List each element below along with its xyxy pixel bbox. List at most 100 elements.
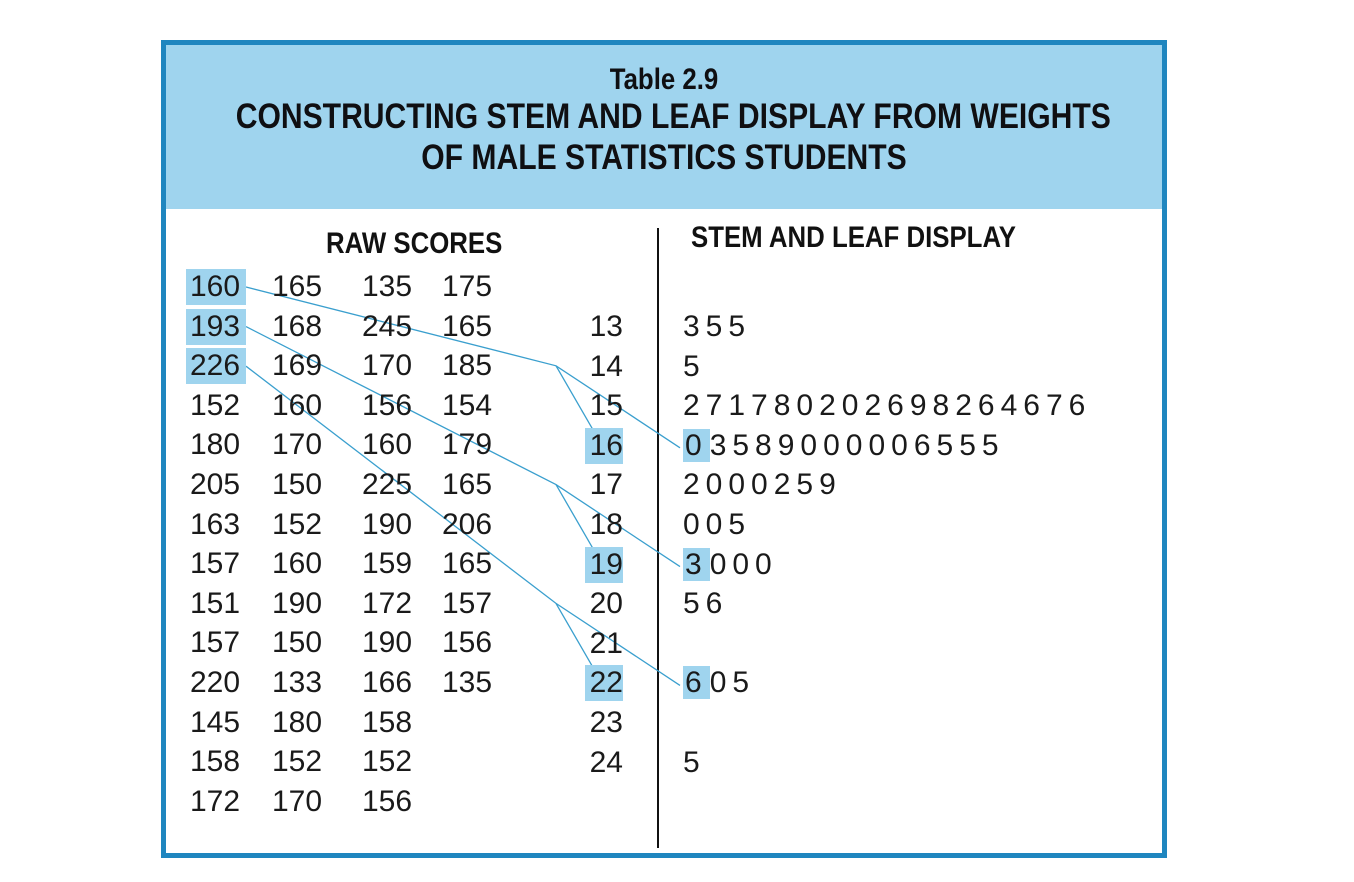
leaf-values: 005: [683, 508, 752, 541]
leaf-highlight: 0: [683, 428, 710, 462]
leaf-highlight: 6: [683, 666, 710, 700]
raw-score: 145: [190, 705, 241, 739]
raw-score: 160: [272, 388, 323, 422]
raw-score: [442, 703, 512, 743]
leaf-rest: 05: [709, 666, 756, 700]
raw-score: 157: [442, 586, 493, 620]
raw-score: 165: [272, 270, 323, 303]
stem-value: 14: [589, 349, 623, 383]
table-title-line-2: OF MALE STATISTICS STUDENTS: [421, 138, 907, 177]
raw-score: 154: [442, 388, 493, 422]
connector-lines: [245, 286, 681, 686]
raw-score: 165: [442, 468, 493, 501]
raw-score: 205: [190, 468, 241, 501]
raw-scores-header: RAW SCORES: [326, 227, 503, 260]
leaf-values: 605: [683, 663, 755, 703]
connector-branch: [555, 365, 594, 431]
raw-score: 170: [362, 349, 413, 383]
raw-score: 156: [362, 388, 413, 422]
raw-score: 166: [362, 666, 413, 699]
leaf-values: 5: [683, 349, 706, 383]
stem-value: 13: [589, 310, 623, 343]
stem-value: 21: [589, 626, 623, 660]
raw-score: 156: [362, 784, 413, 818]
leaf-values: 2000259: [683, 468, 842, 502]
raw-score: 135: [362, 270, 413, 303]
raw-score: 150: [272, 626, 323, 660]
stem-value: 16: [589, 428, 623, 462]
raw-score: [442, 742, 512, 782]
leaf-values: 271780202698264676: [683, 389, 1092, 423]
leaf-values: 5: [683, 745, 706, 779]
raw-score: 152: [362, 745, 413, 779]
raw-score: 190: [272, 586, 323, 620]
raw-score: 165: [442, 547, 493, 581]
raw-score: 152: [190, 388, 241, 422]
raw-score: 206: [442, 507, 493, 541]
raw-score: 165: [442, 309, 493, 343]
stem-value: 19: [589, 547, 623, 581]
stem-value: 20: [589, 587, 623, 621]
leaf-values: 355: [683, 310, 752, 343]
stem-value: 17: [589, 468, 623, 502]
leaf-values: 56: [683, 587, 729, 621]
connector-branch: [555, 603, 594, 668]
raw-score: 157: [190, 547, 241, 581]
raw-score: 172: [362, 586, 413, 620]
raw-score: 245: [362, 309, 413, 343]
raw-score: 193: [190, 309, 241, 343]
raw-score: 163: [190, 507, 241, 541]
raw-score: 226: [190, 349, 241, 383]
raw-score: 220: [190, 666, 241, 699]
raw-score: 151: [190, 586, 241, 620]
connector-branch: [555, 484, 594, 549]
raw-score: 152: [272, 745, 323, 779]
raw-score: [442, 782, 512, 822]
leaf-values: 3000: [683, 545, 778, 585]
raw-score: 160: [362, 428, 413, 462]
raw-score: 158: [190, 745, 241, 779]
raw-score: 172: [190, 784, 241, 818]
raw-score: 180: [272, 705, 323, 739]
raw-score: 180: [190, 428, 241, 462]
leaf-values: 03589000006555: [683, 426, 1005, 466]
raw-score: 169: [272, 349, 323, 383]
stem-highlight: [585, 427, 623, 464]
stem-value: 23: [589, 706, 623, 739]
stem-value: 18: [589, 508, 623, 541]
raw-score: 170: [272, 784, 323, 818]
stem-value: 22: [589, 666, 623, 700]
raw-score: 159: [362, 547, 413, 581]
raw-score: 160: [190, 270, 241, 303]
table-frame: Table 2.9 CONSTRUCTING STEM AND LEAF DIS…: [161, 40, 1167, 858]
raw-score: 157: [190, 626, 241, 660]
raw-score: 225: [362, 468, 413, 501]
leaf-highlight: 3: [683, 547, 710, 581]
stem-highlight: [585, 546, 623, 583]
title-band: Table 2.9 CONSTRUCTING STEM AND LEAF DIS…: [166, 45, 1162, 209]
stem-highlight: [585, 665, 623, 702]
raw-score: 175: [442, 270, 493, 303]
raw-score: 168: [272, 309, 323, 343]
raw-score: 152: [272, 507, 323, 541]
raw-score: 170: [272, 428, 323, 462]
table-title-line-1: CONSTRUCTING STEM AND LEAF DISPLAY FROM …: [235, 97, 1111, 136]
raw-score: 150: [272, 468, 323, 501]
raw-score: 185: [442, 349, 493, 383]
table-number: Table 2.9: [609, 63, 719, 96]
raw-score: 135: [442, 666, 493, 699]
leaf-rest: 000: [709, 547, 778, 581]
raw-score: 158: [362, 705, 413, 739]
leaf-rest: 3589000006555: [709, 428, 1005, 462]
raw-highlight: [186, 348, 246, 385]
raw-score: 133: [272, 666, 323, 699]
raw-highlight: [186, 308, 246, 345]
raw-score: 160: [272, 547, 323, 581]
raw-score: 190: [362, 507, 413, 541]
stem-value: 15: [589, 389, 623, 423]
raw-score: 179: [442, 428, 493, 462]
raw-score: 190: [362, 626, 413, 660]
column-divider: [657, 228, 659, 848]
stem-leaf-header: STEM AND LEAF DISPLAY: [691, 221, 1016, 254]
raw-score: 156: [442, 626, 493, 660]
